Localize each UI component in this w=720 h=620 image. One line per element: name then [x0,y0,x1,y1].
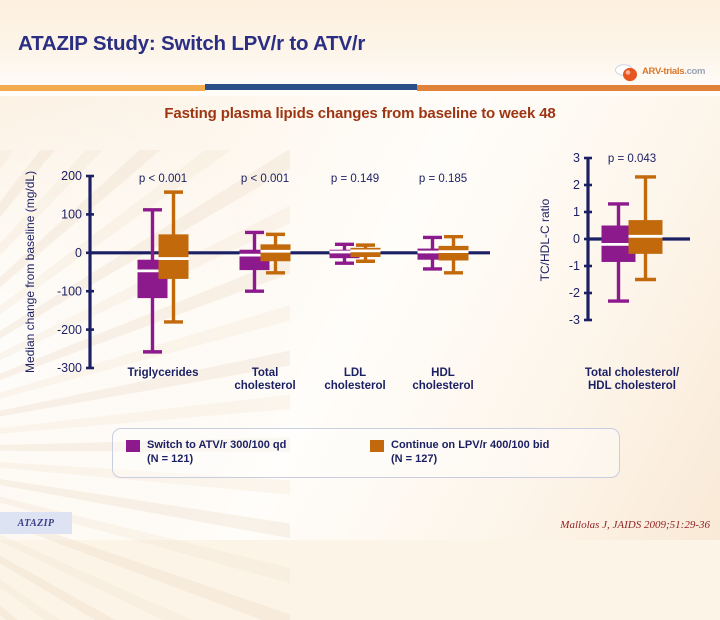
p-value-annotation: p < 0.001 [139,173,187,185]
header-background-wash [0,0,720,96]
x-axis-category-label: cholesterol [234,380,295,392]
x-axis-category-label: Total cholesterol/ [585,367,680,379]
divider-segment-orange [417,85,720,91]
slide-header: ATAZIP Study: Switch LPV/r to ATV/r ARV-… [0,0,720,96]
y-axis-tick-label: 200 [61,169,82,183]
study-badge: ATAZIP [0,512,72,534]
box-plot [628,175,663,282]
legend-atv-line2: (N = 121) [147,453,194,465]
y-axis-tick-label: -200 [57,323,82,337]
legend-item-lpv: Continue on LPV/r 400/100 bid (N = 127) [370,438,549,466]
divider-segment-blue [205,84,417,90]
header-divider [0,84,720,91]
logo-suffix: .com [684,66,706,77]
divider-segment-tan [0,85,205,91]
y-axis-tick-label: 1 [573,205,580,219]
y-axis-tick-label: 0 [75,246,82,260]
citation-text: Mallolas J, JAIDS 2009;51:29-36 [560,519,710,531]
x-axis-category-label: Triglycerides [128,367,199,379]
x-axis-category-label: cholesterol [324,380,385,392]
box-iqr [260,244,291,262]
p-value-annotation: p < 0.001 [241,173,289,185]
arv-trials-logo: ARV-trials.com [608,60,716,90]
x-axis-category-label: HDL [431,367,455,379]
y-axis-tick-label: -100 [57,284,82,298]
box-plot [239,230,270,293]
box-plot [137,208,168,354]
legend-item-atv: Switch to ATV/r 300/100 qd (N = 121) [126,438,286,466]
p-value-annotation: p = 0.043 [608,153,656,165]
slide-subtitle: Fasting plasma lipids changes from basel… [164,105,556,122]
chart-lipid-changes: 200 100 0 -100 -200 -300 Median change from ba… [23,151,690,392]
y-axis-title: Median change from baseline (mg/dL) [23,171,37,373]
box-plot [350,243,381,263]
x-axis-category-label: cholesterol [412,380,473,392]
y-axis-tick-label: -1 [569,259,580,273]
capsule-icon [615,64,637,82]
legend-atv-line1: Switch to ATV/r 300/100 qd [147,439,287,451]
legend-label-atv: Switch to ATV/r 300/100 qd (N = 121) [147,438,286,466]
x-axis-category-label: Total [252,367,279,379]
box-iqr [417,248,448,260]
p-value-annotation: p = 0.149 [331,173,379,185]
box-plot [158,190,189,324]
logo-wordmark: ARV-trials.com [642,66,706,77]
y-axis-tick-label: 100 [61,208,82,222]
box-iqr [438,245,469,261]
legend-lpv-line1: Continue on LPV/r 400/100 bid [391,439,550,451]
box-iqr [158,234,189,279]
box-iqr [329,249,360,259]
y-axis-tick-label: 3 [573,151,580,165]
chart-legend: Switch to ATV/r 300/100 qd (N = 121) Con… [112,428,620,478]
logo-name: ARV-trials [642,66,685,77]
x-axis-category-label: HDL cholesterol [588,380,676,392]
legend-swatch-purple [126,440,140,452]
legend-label-lpv: Continue on LPV/r 400/100 bid (N = 127) [391,438,549,466]
study-badge-label: ATAZIP [17,517,55,529]
legend-swatch-orange [370,440,384,452]
y-axis-tick-label: 2 [573,178,580,192]
charts-region: 200 100 0 -100 -200 -300 Median change from ba… [0,140,720,420]
y-axis-tick-label: 0 [573,232,580,246]
legend-lpv-line2: (N = 127) [391,453,438,465]
page-title: ATAZIP Study: Switch LPV/r to ATV/r [18,32,366,55]
x-axis-category-label: LDL [344,367,366,379]
y-axis-tick-label: -2 [569,286,580,300]
y-axis-tick-label: -3 [569,313,580,327]
box-plot [260,232,291,275]
box-iqr [350,247,381,258]
y-axis-title: TC/HDL-C ratio [538,198,552,281]
y-axis-tick-label: -300 [57,361,82,375]
box-plot [438,234,469,275]
p-value-annotation: p = 0.185 [419,173,467,185]
